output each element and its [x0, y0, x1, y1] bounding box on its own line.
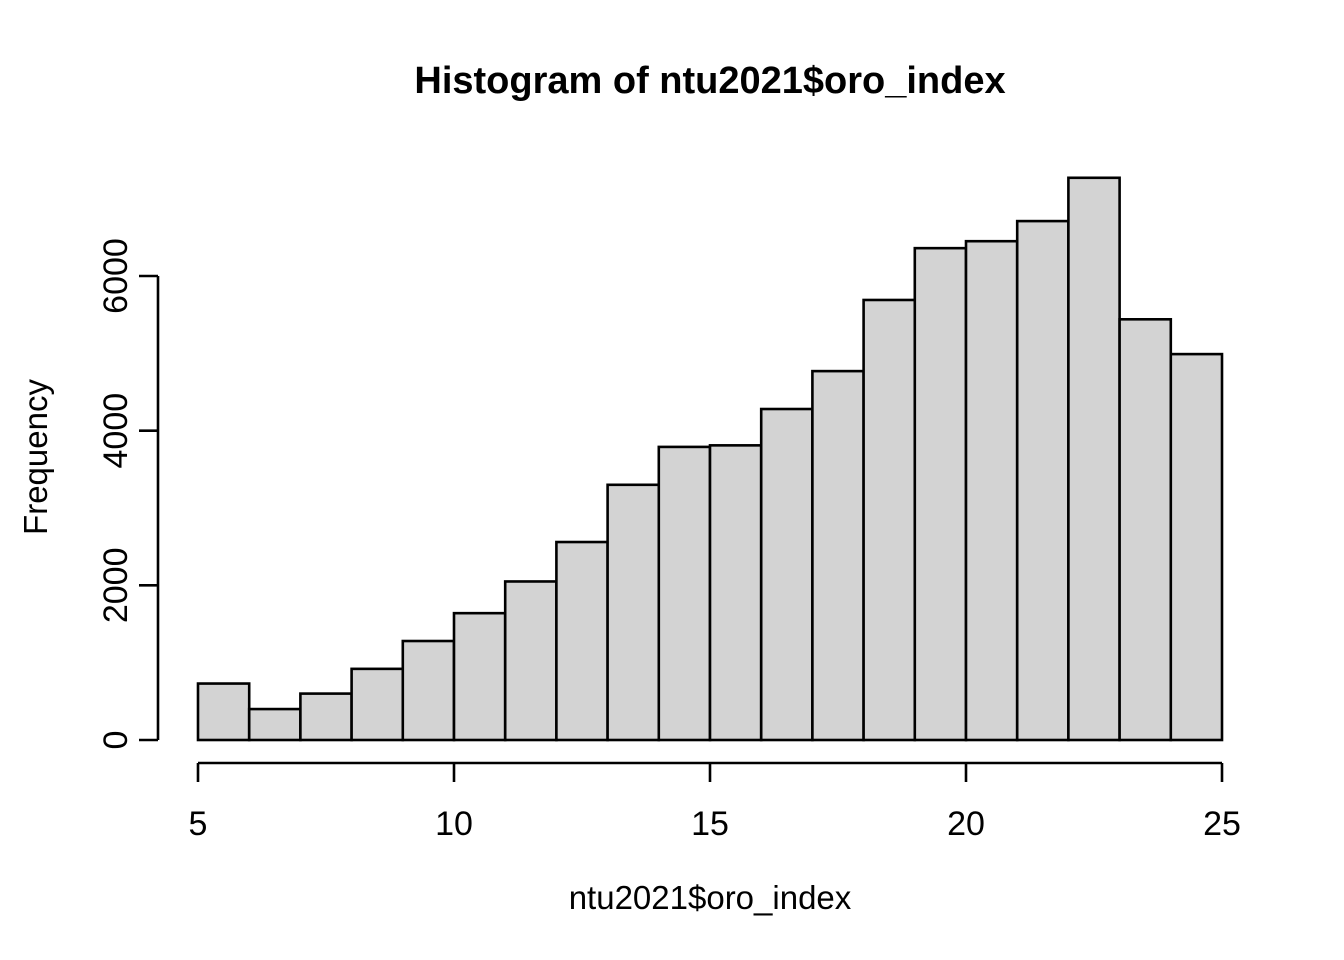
y-axis-label: Frequency: [17, 379, 54, 535]
x-axis-label: ntu2021$oro_index: [569, 879, 852, 916]
x-tick-label: 15: [691, 805, 729, 843]
histogram-bar: [196, 682, 251, 742]
histogram-bar: [708, 444, 763, 742]
histogram-bar: [452, 611, 507, 742]
x-tick-label: 20: [947, 805, 985, 843]
x-tick-label: 10: [435, 805, 473, 843]
histogram-bar: [555, 540, 609, 742]
histogram-bar: [811, 369, 865, 742]
histogram-bar: [503, 580, 558, 742]
histogram-bar: [1169, 352, 1224, 742]
histogram-bar: [401, 639, 456, 742]
x-tick-label: 5: [189, 805, 208, 843]
histogram-bar: [1067, 176, 1121, 742]
histogram-bar: [964, 239, 1019, 742]
y-axis: 0 2000 4000 6000: [97, 238, 160, 750]
y-tick-label: 4000: [97, 393, 135, 469]
histogram-bar: [913, 246, 968, 742]
histogram-bar: [1015, 219, 1070, 742]
x-tick-label: 25: [1203, 805, 1241, 843]
histogram-bar: [862, 298, 917, 742]
y-tick-label: 0: [97, 731, 135, 750]
histogram-bar: [350, 667, 405, 742]
histogram-bar: [299, 692, 353, 742]
y-tick-label: 2000: [97, 548, 135, 624]
histogram-bar: [759, 407, 814, 742]
histogram-bar: [606, 483, 661, 742]
histogram-bar: [247, 707, 302, 742]
histogram-bar: [657, 445, 712, 742]
histogram-bar: [1118, 318, 1173, 742]
histogram-bars: [196, 176, 1224, 742]
y-tick-label: 6000: [97, 238, 135, 314]
x-axis: 5 10 15 20 25: [189, 761, 1241, 843]
chart-title: Histogram of ntu2021$oro_index: [414, 60, 1005, 102]
